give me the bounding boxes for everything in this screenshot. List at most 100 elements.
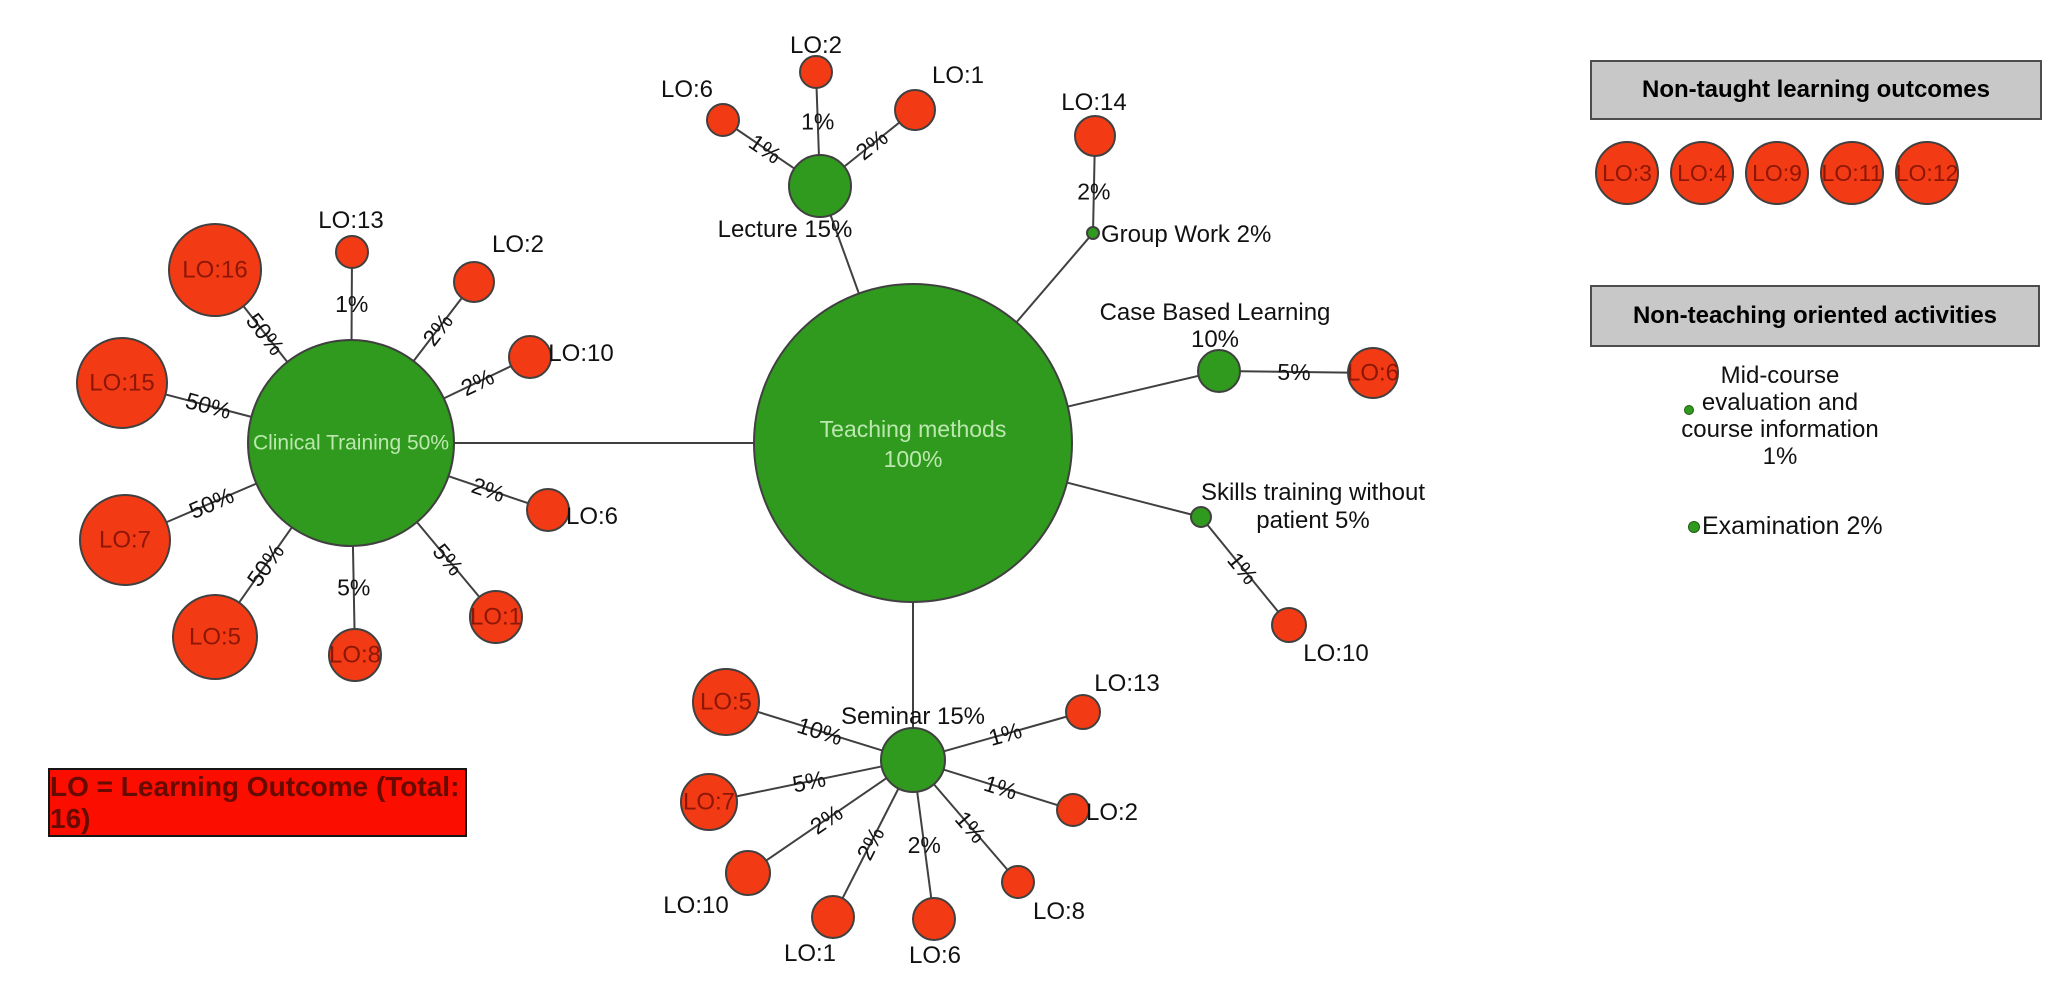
mid-course-line: Mid-course xyxy=(1720,362,1840,389)
node-lo14-label: LO:14 xyxy=(1061,89,1126,116)
edge-seminar-lo5s xyxy=(757,710,883,752)
mid-course-dot-icon xyxy=(1684,405,1694,415)
edge-clinical-lo5c xyxy=(238,526,293,604)
node-lecture-label: Lecture 15% xyxy=(718,216,853,243)
edge-teaching-cbl xyxy=(1067,374,1199,408)
edge-label-cbl-lo6cb: 5% xyxy=(1277,359,1311,385)
edge-label-clinical-lo7c: 50% xyxy=(185,482,238,524)
node-lo16-label: LO:16 xyxy=(182,257,247,284)
node-lo6c-label: LO:6 xyxy=(566,503,618,530)
legend-non-taught-panel: Non-taught learning outcomes xyxy=(1590,60,2042,120)
lo-label: LO:9 xyxy=(1752,159,1802,186)
legend-activities-title: Non-teaching oriented activities xyxy=(1632,302,1998,329)
edge-clinical-lo16 xyxy=(242,305,289,363)
node-lecture xyxy=(788,154,852,218)
edge-seminar-lo1s xyxy=(841,788,900,899)
examination-dot-icon xyxy=(1688,521,1700,533)
node-teaching-label: 100% xyxy=(884,446,943,472)
edge-lecture-lo6l xyxy=(735,128,795,170)
edge-label-seminar-lo7s: 5% xyxy=(790,765,828,797)
node-cbl-label: Case Based Learning xyxy=(1100,299,1331,326)
edge-label-clinical-lo6c: 2% xyxy=(468,472,508,507)
node-lo2l-label: LO:2 xyxy=(790,32,842,59)
edge-seminar-lo6s xyxy=(916,791,933,899)
node-lo6l-label: LO:6 xyxy=(661,76,713,103)
node-lo5s-label: LO:5 xyxy=(700,689,752,716)
node-lo2s xyxy=(1056,793,1090,827)
edge-label-groupwork-lo14: 2% xyxy=(1077,178,1110,204)
edge-seminar-lo13s xyxy=(943,715,1067,753)
edge-groupwork-lo14 xyxy=(1092,155,1096,228)
edge-clinical-lo10c xyxy=(443,365,512,400)
edge-label-skills-lo10sk: 1% xyxy=(1222,547,1263,589)
edge-label-clinical-lo8c: 5% xyxy=(337,574,370,600)
edge-label-seminar-lo10s: 2% xyxy=(805,799,847,839)
non-taught-lo-circle: LO:12 xyxy=(1895,141,1959,205)
edge-seminar-lo2s xyxy=(943,768,1059,807)
node-lo6s xyxy=(912,897,956,941)
node-lo8c-label: LO:8 xyxy=(329,642,381,669)
node-lo7c-label: LO:7 xyxy=(99,527,151,554)
edge-clinical-lo7c xyxy=(165,482,257,524)
non-taught-lo-circle: LO:3 xyxy=(1595,141,1659,205)
node-lo6cb-label: LO:6 xyxy=(1347,360,1399,387)
edge-teaching-skills xyxy=(1066,481,1192,516)
lo-label: LO:4 xyxy=(1677,159,1727,186)
node-lo2l xyxy=(799,55,833,89)
node-cbl-label: 10% xyxy=(1191,326,1239,353)
node-lo5s xyxy=(692,668,760,736)
non-taught-lo-circle: LO:9 xyxy=(1745,141,1809,205)
non-taught-lo-row: LO:3 LO:4 LO:9 LO:11 LO:12 xyxy=(1595,141,1959,205)
node-lo10sk xyxy=(1271,607,1307,643)
node-lo1l xyxy=(894,89,936,131)
edge-label-lecture-lo2l: 1% xyxy=(801,109,834,135)
node-lo10c xyxy=(508,335,552,379)
edge-clinical-lo6c xyxy=(448,475,529,505)
node-lo2s-label: LO:2 xyxy=(1086,799,1138,826)
node-lo13s-label: LO:13 xyxy=(1094,670,1159,697)
edge-label-clinical-lo16: 50% xyxy=(241,308,290,360)
edge-clinical-lo15 xyxy=(165,393,252,418)
node-lo1c-label: LO:1 xyxy=(470,604,522,631)
edge-seminar-lo7s xyxy=(736,765,882,798)
edge-label-clinical-lo10c: 2% xyxy=(457,363,498,401)
node-lo15-label: LO:15 xyxy=(89,370,154,397)
node-lo2c xyxy=(453,261,495,303)
node-lo7c xyxy=(79,494,171,586)
node-groupwork-label: Group Work 2% xyxy=(1101,221,1271,248)
edge-label-lecture-lo1l: 2% xyxy=(851,124,893,165)
lo-label: LO:12 xyxy=(1895,159,1959,186)
node-lo1c xyxy=(469,590,523,644)
lo-label: LO:11 xyxy=(1821,159,1883,186)
edge-label-seminar-lo2s: 1% xyxy=(981,770,1020,805)
node-lo8s-label: LO:8 xyxy=(1033,898,1085,925)
node-teaching-label: Teaching methods xyxy=(820,416,1007,442)
examination-label: Examination 2% xyxy=(1702,512,1883,540)
edge-label-clinical-lo2c: 2% xyxy=(417,308,458,350)
edge-clinical-lo8c xyxy=(351,545,356,630)
node-lo6s-label: LO:6 xyxy=(909,942,961,969)
mid-course-line: 1% xyxy=(1762,443,1798,470)
node-lo13c xyxy=(335,235,369,269)
edge-label-clinical-lo13c: 1% xyxy=(335,291,368,317)
non-taught-lo-circle: LO:4 xyxy=(1670,141,1734,205)
node-lo13s xyxy=(1065,694,1101,730)
node-lo1l-label: LO:1 xyxy=(932,62,984,89)
mid-course-line: course information xyxy=(1681,416,1879,443)
node-lo8s xyxy=(1001,865,1035,899)
node-teaching xyxy=(753,283,1073,603)
node-seminar xyxy=(880,727,946,793)
edge-clinical-lo1c xyxy=(416,521,481,598)
node-lo7s xyxy=(680,773,738,831)
node-lo10s xyxy=(725,850,771,896)
node-lo16 xyxy=(168,223,262,317)
edge-skills-lo10sk xyxy=(1206,524,1280,613)
node-lo8c xyxy=(328,628,382,682)
node-lo1s-label: LO:1 xyxy=(784,940,836,967)
lo-abbreviation-note-text: LO = Learning Outcome (Total: 16) xyxy=(50,770,460,834)
node-lo5c xyxy=(172,594,258,680)
node-lo10s-label: LO:10 xyxy=(663,892,728,919)
edge-teaching-groupwork xyxy=(1015,236,1090,323)
edge-label-seminar-lo5s: 10% xyxy=(794,712,846,750)
node-lo14 xyxy=(1074,115,1116,157)
